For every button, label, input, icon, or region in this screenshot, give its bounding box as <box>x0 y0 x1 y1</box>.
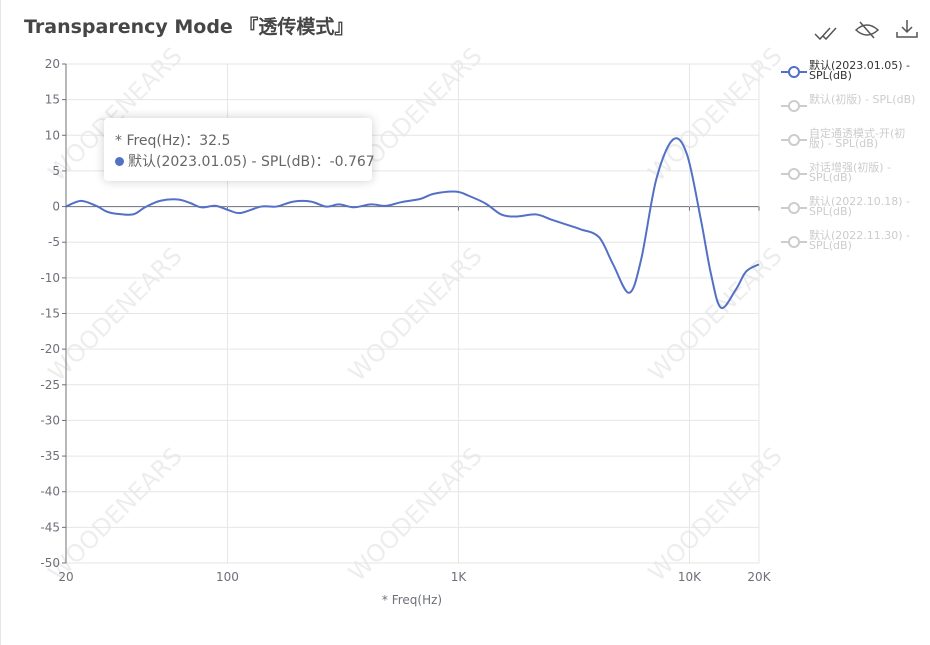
tooltip: * Freq(Hz)：32.5 默认(2023.01.05) - SPL(dB)… <box>104 118 375 181</box>
y-tick-label: 5 <box>52 164 60 178</box>
watermark: WOODENEARS <box>343 442 488 587</box>
tooltip-dot <box>115 157 124 166</box>
legend-label: 默认(2023.01.05) - SPL(dB) <box>809 59 911 82</box>
series-line <box>65 137 760 309</box>
watermark: WOODENEARS <box>343 242 488 387</box>
y-tick-label: -5 <box>48 235 60 249</box>
chart-title: Transparency Mode 『透传模式』 <box>24 15 353 38</box>
legend-item[interactable]: 默认(2022.10.18) - SPL(dB) <box>781 195 921 227</box>
y-tick-label: -45 <box>40 520 60 534</box>
x-tick-label: 20K <box>747 570 771 584</box>
legend-icon <box>781 134 807 146</box>
y-tick-label: -40 <box>40 485 60 499</box>
legend-item[interactable]: 默认(2023.01.05) - SPL(dB) <box>781 59 921 91</box>
legend-item[interactable]: 默认(2022.11.30) - SPL(dB) <box>781 229 921 261</box>
x-tick-label: 100 <box>216 570 239 584</box>
y-tick-label: -35 <box>40 449 60 463</box>
legend-label: 对话增强(初版) - SPL(dB) <box>809 161 892 184</box>
plot <box>65 137 760 309</box>
y-tick-label: -15 <box>40 307 60 321</box>
x-tick-label: 1K <box>451 570 468 584</box>
y-tick-label: 0 <box>52 200 60 214</box>
tooltip-x-label: * Freq(Hz) <box>115 133 186 149</box>
y-tick-label: -10 <box>40 271 60 285</box>
legend-label: 默认(2022.10.18) - SPL(dB) <box>809 195 911 218</box>
legend-item[interactable]: 默认(初版) - SPL(dB) <box>781 93 921 125</box>
legend-item[interactable]: 对话增强(初版) - SPL(dB) <box>781 161 921 193</box>
hide-icon[interactable] <box>854 21 880 39</box>
tooltip-series: 默认(2023.01.05) - SPL(dB) <box>128 154 316 170</box>
tooltip-x: 32.5 <box>199 133 231 149</box>
legend-label: 自定通透模式-开(初版) - SPL(dB) <box>809 127 906 150</box>
x-tick-label: 10K <box>678 570 702 584</box>
legend-icon <box>781 236 807 248</box>
tooltip-value: -0.767 <box>329 154 375 170</box>
watermark: WOODENEARS <box>43 242 188 387</box>
legend-label: 默认(初版) - SPL(dB) <box>809 93 916 106</box>
watermark: WOODENEARS <box>43 442 188 587</box>
y-tick-label: -25 <box>40 378 60 392</box>
y-tick-label: -30 <box>40 413 60 427</box>
y-tick-label: -20 <box>40 342 60 356</box>
legend-icon <box>781 66 807 78</box>
x-axis-label: * Freq(Hz) <box>382 593 442 607</box>
tooltip-row: 默认(2023.01.05) - SPL(dB)：-0.767 <box>115 151 375 171</box>
x-tick-label: 20 <box>58 570 73 584</box>
watermark: WOODENEARS <box>643 242 788 387</box>
y-tick-label: -50 <box>40 556 60 570</box>
legend-label: 默认(2022.11.30) - SPL(dB) <box>809 229 911 252</box>
y-tick-label: 15 <box>45 93 60 107</box>
download-icon[interactable] <box>896 20 918 38</box>
legend-icon <box>781 100 807 112</box>
y-tick-label: 20 <box>45 57 60 71</box>
toolbar[interactable] <box>814 20 918 41</box>
y-tick-label: 10 <box>45 128 60 142</box>
legend-item[interactable]: 自定通透模式-开(初版) - SPL(dB) <box>781 127 921 159</box>
watermark: WOODENEARS <box>643 442 788 587</box>
legend-icon <box>781 202 807 214</box>
tooltip-row: * Freq(Hz)：32.5 <box>115 133 231 149</box>
select-all-icon[interactable] <box>814 27 837 41</box>
legend-icon <box>781 168 807 180</box>
